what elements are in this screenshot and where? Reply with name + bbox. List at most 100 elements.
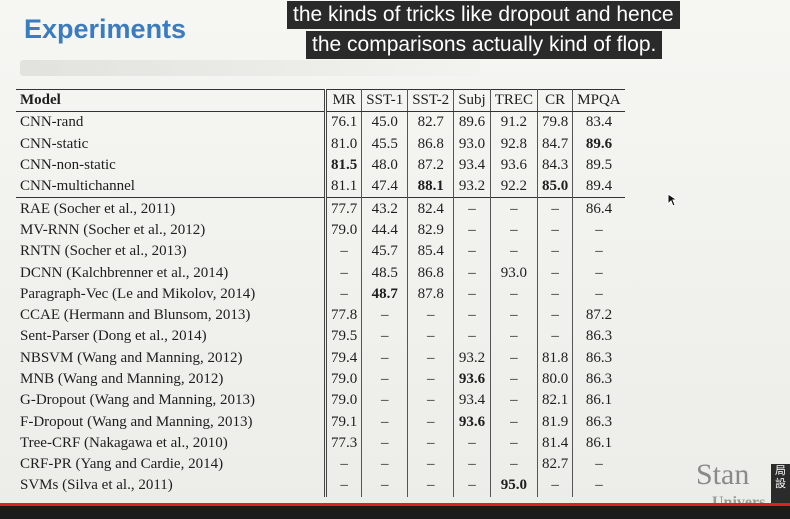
score-cell: 83.4: [585, 114, 613, 131]
table-row: SVMs (Silva et al., 2011) – – – –95.0– –: [16, 475, 625, 497]
score-cell: –: [453, 197, 491, 220]
score-cell: –: [490, 411, 539, 433]
score-cell: 93.0: [490, 262, 539, 284]
header-mpqa: MPQA: [572, 88, 625, 113]
model-name-cell: CNN-rand: [16, 111, 327, 134]
table-row: F-Dropout (Wang and Manning, 2013) 79.1– –…: [16, 411, 625, 433]
score-cell: 87.2: [585, 307, 613, 324]
score-cell: –: [407, 347, 455, 369]
score-cell: 79.4: [325, 347, 363, 369]
score-cell: 86.4: [572, 197, 625, 220]
score-cell: 82.9: [407, 219, 455, 242]
model-name-cell: G-Dropout (Wang and Manning, 2013): [16, 390, 327, 412]
slide-title: Experiments: [24, 14, 187, 44]
score-cell: –: [537, 283, 574, 305]
score-cell: –: [453, 432, 491, 455]
score-cell: 86.3: [585, 349, 613, 366]
score-cell: –: [361, 368, 409, 391]
model-name-cell: CCAE (Hermann and Blunsom, 2013): [16, 304, 327, 327]
side-badge[interactable]: 局設: [771, 464, 790, 504]
model-name-cell: SVMs (Silva et al., 2011): [16, 475, 327, 497]
score-cell: 81.1: [325, 176, 363, 198]
score-cell: –: [325, 262, 363, 284]
score-cell: 79.0: [325, 219, 363, 242]
table-header-row: Model MR SST-1 SST-2 Subj TREC CR MPQA: [16, 88, 625, 113]
score-cell: 89.6: [585, 135, 613, 152]
header-model: Model: [16, 88, 327, 113]
score-cell: –: [453, 241, 491, 263]
table-row: CCAE (Hermann and Blunsom, 2013) 77.8– – – –…: [16, 304, 625, 327]
score-cell: 85.0: [537, 176, 574, 198]
score-cell: 81.4: [537, 432, 574, 455]
score-cell: –: [595, 221, 603, 238]
score-cell: 81.5: [325, 154, 363, 177]
table-row: Sent-Parser (Dong et al., 2014) 79.5– – – – –…: [16, 326, 625, 348]
score-cell: 79.5: [325, 326, 363, 348]
score-cell: –: [453, 262, 491, 284]
score-cell: –: [453, 219, 491, 242]
score-cell: –: [361, 454, 409, 476]
score-cell: –: [361, 390, 409, 412]
score-cell: 89.5: [585, 157, 613, 174]
score-cell: 93.6: [490, 154, 539, 177]
model-name-cell: CNN-static: [16, 133, 327, 155]
score-cell: –: [537, 475, 574, 497]
score-cell: 48.5: [361, 262, 409, 284]
score-cell: –: [361, 304, 409, 327]
video-controls-bar: [0, 506, 790, 519]
mouse-cursor-icon: [667, 193, 679, 207]
model-name-cell: F-Dropout (Wang and Manning, 2013): [16, 411, 327, 433]
score-cell: 47.4: [361, 176, 409, 198]
score-cell: –: [453, 326, 491, 348]
score-cell: –: [407, 304, 455, 327]
score-cell: –: [537, 197, 574, 220]
score-cell: 93.6: [453, 368, 491, 391]
score-cell: 87.2: [407, 154, 455, 177]
side-badge-text: 局設: [775, 464, 786, 490]
table-row: CNN-multichannel 81.1 47.4 88.1 93.2 92.2 85.0…: [16, 176, 625, 198]
score-cell: –: [490, 347, 539, 369]
table-row: RAE (Socher et al., 2011) 77.7 43.2 82.4– – –…: [16, 197, 625, 220]
score-cell: 45.7: [361, 241, 409, 263]
score-cell: 81.9: [537, 411, 574, 433]
table-body: CNN-rand 76.1 45.0 82.7 89.6 91.2 79.8 83.4 CNN-…: [16, 111, 625, 497]
score-cell: –: [453, 304, 491, 327]
model-name-cell: CNN-multichannel: [16, 176, 327, 198]
score-cell: 91.2: [490, 111, 539, 134]
table-row: NBSVM (Wang and Manning, 2012) 79.4– –93.2…: [16, 347, 625, 369]
table-row: CNN-static 81.0 45.5 86.8 93.0 92.8 84.7 89.6: [16, 133, 625, 155]
score-cell: –: [537, 219, 574, 242]
score-cell: 85.4: [407, 241, 455, 263]
score-cell: –: [490, 432, 539, 455]
score-cell: 81.8: [537, 347, 574, 369]
score-cell: –: [407, 390, 455, 412]
score-cell: –: [407, 432, 455, 455]
score-cell: –: [325, 475, 363, 497]
faded-background-text: [20, 60, 480, 76]
results-table: Model MR SST-1 SST-2 Subj TREC CR MPQA C…: [16, 88, 625, 497]
model-name-cell: CRF-PR (Yang and Cardie, 2014): [16, 454, 327, 476]
score-cell: 77.7: [325, 197, 363, 220]
score-cell: 89.4: [585, 178, 613, 195]
score-cell: 86.3: [585, 328, 613, 345]
model-name-cell: RAE (Socher et al., 2011): [16, 197, 327, 220]
score-cell: –: [490, 283, 539, 305]
score-cell: 92.2: [490, 176, 539, 198]
model-name-cell: CNN-non-static: [16, 154, 327, 177]
score-cell: 86.8: [407, 262, 455, 284]
score-cell: –: [407, 454, 455, 476]
score-cell: 77.8: [325, 304, 363, 327]
table-row: MV-RNN (Socher et al., 2012) 79.0 44.4 82.9…: [16, 219, 625, 242]
score-cell: –: [407, 326, 455, 348]
video-progress-fill: [0, 503, 790, 506]
score-cell: 93.6: [453, 411, 491, 433]
score-cell: 88.1: [407, 176, 455, 198]
score-cell: –: [490, 241, 539, 263]
table-row: MNB (Wang and Manning, 2012) 79.0– –93.6–8…: [16, 368, 625, 391]
header-sst1: SST-1: [361, 88, 409, 113]
score-cell: 92.8: [490, 133, 539, 155]
subtitle-line-1: the kinds of tricks like dropout and hen…: [287, 1, 680, 29]
video-progress-bar[interactable]: [0, 503, 790, 506]
score-cell: 79.1: [325, 411, 363, 433]
